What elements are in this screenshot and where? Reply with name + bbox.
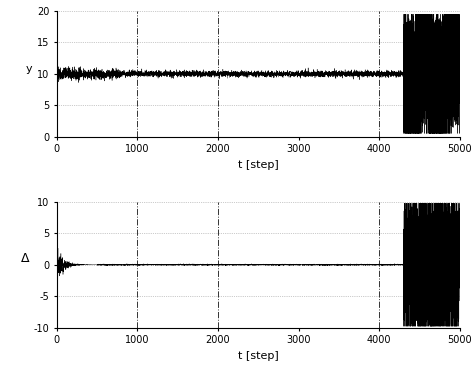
Y-axis label: Δ: Δ (21, 252, 29, 265)
X-axis label: t [step]: t [step] (238, 160, 279, 170)
X-axis label: t [step]: t [step] (238, 351, 279, 361)
Y-axis label: y: y (25, 64, 32, 74)
